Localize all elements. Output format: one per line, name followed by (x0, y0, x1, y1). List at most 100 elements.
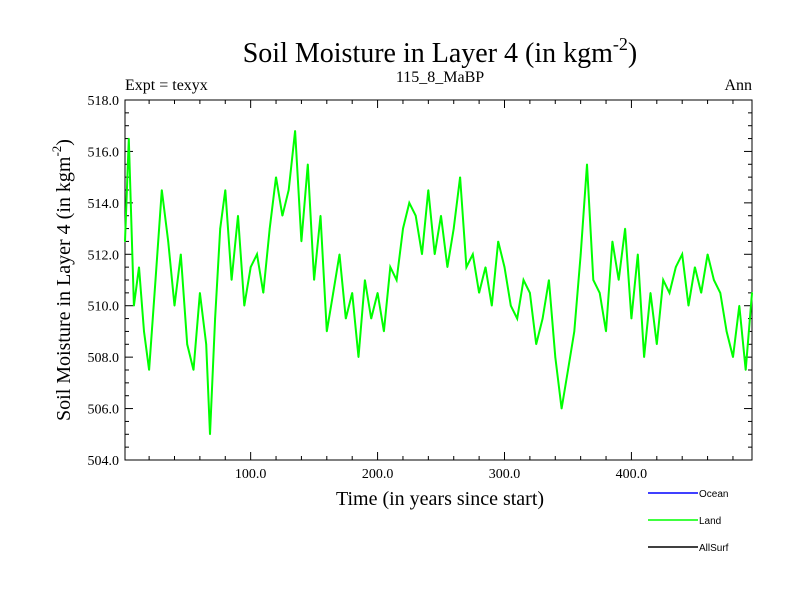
data-point (268, 227, 271, 230)
data-point (732, 356, 734, 358)
data-point (605, 330, 607, 333)
data-point (567, 369, 569, 371)
data-point (522, 279, 525, 281)
data-point (230, 279, 233, 281)
data-point (738, 304, 741, 307)
data-point (364, 279, 366, 281)
data-point (427, 189, 430, 191)
data-point (249, 266, 252, 268)
data-point (173, 304, 176, 307)
data-point (598, 292, 601, 294)
data-point (281, 214, 284, 217)
data-point (224, 189, 227, 191)
data-point (452, 227, 455, 230)
data-point (681, 253, 683, 256)
data-point (649, 292, 652, 294)
plot-frame (124, 99, 753, 461)
data-point (440, 214, 442, 217)
data-point (395, 279, 398, 281)
data-point (491, 304, 493, 307)
data-point (148, 369, 150, 371)
data-point (180, 253, 182, 256)
data-point (300, 240, 303, 243)
data-point (243, 304, 246, 307)
plot-area: 100.0 200.0 300.0 400.0 504.0 506.0 508.0 510.0… (88, 94, 753, 482)
data-point (656, 343, 658, 346)
data-point (719, 292, 722, 294)
data-point (313, 279, 315, 281)
data-point (478, 292, 480, 294)
x-axis-label: Time (in years since start) (336, 488, 544, 510)
data-point (128, 137, 130, 140)
data-point (219, 227, 221, 230)
data-point (306, 163, 309, 166)
data-point (421, 253, 423, 256)
data-point (199, 292, 201, 294)
data-point (725, 330, 728, 333)
data-point (459, 176, 461, 178)
data-point (376, 292, 379, 294)
data-point (554, 356, 557, 358)
y-tick-label: 506.0 (88, 403, 120, 418)
data-point (503, 266, 506, 268)
data-point (154, 279, 157, 281)
data-point (357, 356, 360, 358)
y-tick-label: 516.0 (88, 145, 120, 160)
data-point (205, 343, 208, 346)
x-tick-label: 200.0 (362, 467, 394, 482)
y-tick-label: 518.0 (88, 94, 120, 109)
data-point (256, 253, 258, 256)
legend-label-ocean: Ocean (699, 489, 728, 500)
x-tick-label: 100.0 (235, 467, 267, 482)
data-point (408, 202, 411, 204)
data-point (209, 433, 211, 436)
y-axis-label: Soil Moisture in Layer 4 (in kgm-2) (49, 139, 75, 421)
data-point (471, 253, 474, 256)
data-point (237, 214, 239, 217)
data-point (700, 292, 703, 294)
data-point (133, 304, 135, 307)
data-point (636, 253, 639, 256)
y-tick-label: 508.0 (88, 351, 120, 366)
data-point (465, 266, 468, 268)
data-point (579, 253, 582, 256)
data-point (402, 227, 404, 230)
y-tick-label: 514.0 (88, 197, 120, 212)
data-point (668, 292, 671, 294)
data-point (161, 189, 163, 191)
data-point (617, 279, 620, 281)
y-tick-label: 510.0 (88, 300, 120, 315)
data-point (687, 304, 690, 307)
data-point (370, 317, 373, 320)
data-point (643, 356, 645, 358)
data-point (351, 292, 353, 294)
data-point (592, 279, 595, 281)
subtitle-right: Ann (724, 77, 752, 94)
subtitle-left: Expt = texyx (125, 77, 208, 94)
data-point (484, 266, 487, 268)
data-point (529, 292, 531, 294)
data-point (414, 214, 417, 217)
data-point (326, 330, 328, 333)
data-point (214, 317, 216, 320)
x-tick-label: 400.0 (616, 467, 648, 482)
data-point (713, 279, 715, 281)
y-tick-label: 504.0 (88, 454, 120, 469)
data-point (706, 253, 709, 256)
data-point (138, 266, 140, 268)
data-point (262, 292, 265, 294)
data-point (319, 214, 322, 217)
data-point (294, 130, 296, 132)
data-point (345, 317, 347, 320)
data-point (535, 343, 538, 346)
data-point (573, 330, 576, 333)
data-point (389, 266, 392, 268)
data-point (332, 292, 334, 294)
data-point (586, 163, 588, 166)
data-point (192, 369, 195, 371)
data-point (560, 407, 563, 410)
legend-label-allsurf: AllSurf (699, 543, 729, 554)
series-line-land (124, 130, 753, 435)
legend-label-land: Land (699, 516, 721, 527)
